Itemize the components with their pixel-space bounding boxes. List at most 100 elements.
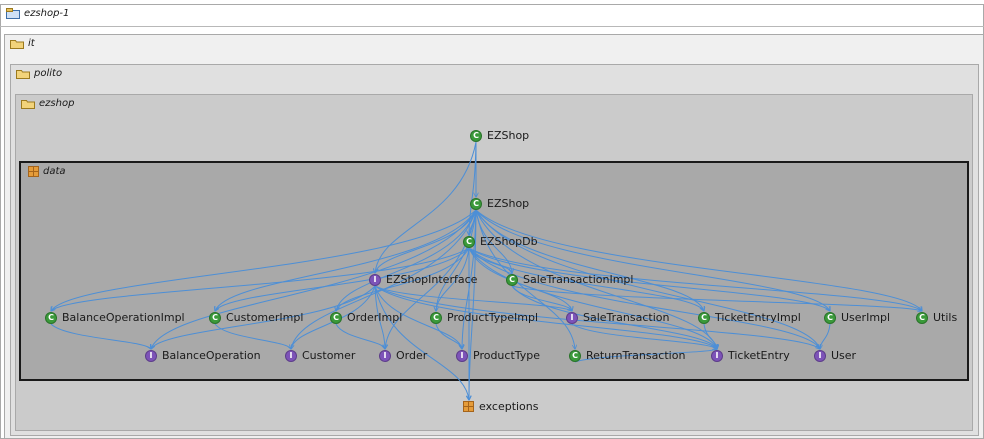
class-icon: C [698,311,710,324]
edge-ezshop_top-to-ezshopinterface [375,141,477,273]
node-ticketentryimpl[interactable]: C TicketEntryImpl [698,311,801,324]
edge-returntransaction-to-ticketentry [574,349,717,363]
node-label: User [831,349,857,362]
project-icon [6,8,20,19]
node-ezshopdb[interactable]: C EZShopDb [463,235,538,248]
class-icon: C [506,273,518,286]
node-ezshop_top[interactable]: C EZShop [470,129,529,142]
edge-saletransactionimpl-to-utils [511,285,922,311]
package-ezshop-1-label: ezshop-1 [6,8,69,19]
node-balanceoperation[interactable]: I BalanceOperation [145,349,261,362]
edge-ezshopinterface-to-order [374,285,385,349]
edge-ticketentryimpl-to-ticketentry [703,323,717,349]
interface-icon: I [456,349,468,362]
node-label: ReturnTransaction [586,349,686,362]
folder-icon [21,100,35,109]
package-ezshop-name: ezshop [39,98,75,109]
interface-icon: I [566,311,578,324]
node-label: SaleTransactionImpl [523,273,634,286]
node-balanceoperationimpl[interactable]: C BalanceOperationImpl [45,311,185,324]
class-icon: C [824,311,836,324]
interface-icon: I [369,273,381,286]
edge-saletransactionimpl-to-ticketentry [511,285,717,349]
interface-icon: I [814,349,826,362]
edge-ezshop-to-ticketentry [475,209,717,349]
package-ezshop-label: ezshop [21,98,74,109]
edge-ezshopinterface-to-user [374,285,820,349]
edge-producttypeimpl-to-producttype [435,323,462,349]
node-orderimpl[interactable]: C OrderImpl [330,311,402,324]
edge-saletransaction-to-ticketentry [571,323,717,349]
edge-ezshop-to-ezshopinterface [375,209,477,273]
package-icon [463,401,474,412]
edge-ezshopdb-to-user [468,247,820,349]
edge-ezshopinterface-to-exceptions [374,285,469,400]
interface-icon: I [285,349,297,362]
package-it-name: it [28,38,35,49]
node-label: EZShopInterface [386,273,478,286]
class-icon: C [330,311,342,324]
node-label: BalanceOperationImpl [62,311,185,324]
node-saletransaction[interactable]: I SaleTransaction [566,311,669,324]
class-icon: C [569,349,581,362]
edge-ezshopinterface-to-saletransaction [374,285,572,311]
node-label: CustomerImpl [226,311,304,324]
folder-icon [16,70,30,79]
node-label: OrderImpl [347,311,403,324]
edge-orderimpl-to-order [335,323,385,349]
edge-ezshop-to-ticketentryimpl [475,209,704,311]
node-label: EZShopDb [480,235,538,248]
edge-ezshop-to-customerimpl [215,209,477,311]
node-order[interactable]: I Order [379,349,427,362]
node-producttypeimpl[interactable]: C ProductTypeImpl [430,311,538,324]
node-label: EZShop [487,197,530,210]
class-icon: C [470,129,482,142]
edge-ezshopinterface-to-producttype [374,285,462,349]
edge-ezshop-to-user [475,209,820,349]
class-icon: C [45,311,57,324]
node-ezshopinterface[interactable]: I EZShopInterface [369,273,477,286]
node-label: TicketEntry [728,349,790,362]
node-saletransactionimpl[interactable]: C SaleTransactionImpl [506,273,633,286]
folder-icon [10,40,24,49]
node-customerimpl[interactable]: C CustomerImpl [209,311,303,324]
edge-ezshopdb-to-saletransaction [468,247,572,311]
node-userimpl[interactable]: C UserImpl [824,311,890,324]
package-it-label: it [10,38,35,49]
edge-customerimpl-to-customer [214,323,291,349]
edge-ezshopdb-to-utils [468,247,922,311]
edge-ezshop-to-producttype [462,209,477,349]
edge-ezshopdb-to-producttypeimpl [436,247,470,311]
edge-balanceoperationimpl-to-balanceoperation [50,323,151,349]
edge-ezshop-to-orderimpl [336,209,477,311]
edge-ezshop-to-returntransaction [475,209,575,349]
edge-ezshopinterface-to-ticketentry [374,285,717,349]
node-utils[interactable]: C Utils [916,311,957,324]
node-label: Utils [933,311,958,324]
node-label: exceptions [479,400,539,413]
node-producttype[interactable]: I ProductType [456,349,540,362]
package-polito-name: polito [34,68,63,79]
node-label: UserImpl [841,311,891,324]
node-ticketentry[interactable]: I TicketEntry [711,349,790,362]
node-returntransaction[interactable]: C ReturnTransaction [569,349,685,362]
class-icon: C [209,311,221,324]
node-label: TicketEntryImpl [715,311,801,324]
edge-ezshop-to-userimpl [475,209,830,311]
class-icon: C [463,235,475,248]
package-data-name: data [43,166,66,177]
interface-icon: I [711,349,723,362]
package-data-label: data [28,166,66,177]
node-user[interactable]: I User [814,349,856,362]
node-ezshop[interactable]: C EZShop [470,197,529,210]
interface-icon: I [379,349,391,362]
class-icon: C [916,311,928,324]
package-ezshop-1-name: ezshop-1 [24,8,70,19]
interface-icon: I [145,349,157,362]
node-exceptions[interactable]: exceptions [463,400,539,413]
node-label: SaleTransaction [583,311,670,324]
package-polito-label: polito [16,68,62,79]
edge-ezshopdb-to-ticketentryimpl [468,247,704,311]
node-customer[interactable]: I Customer [285,349,355,362]
